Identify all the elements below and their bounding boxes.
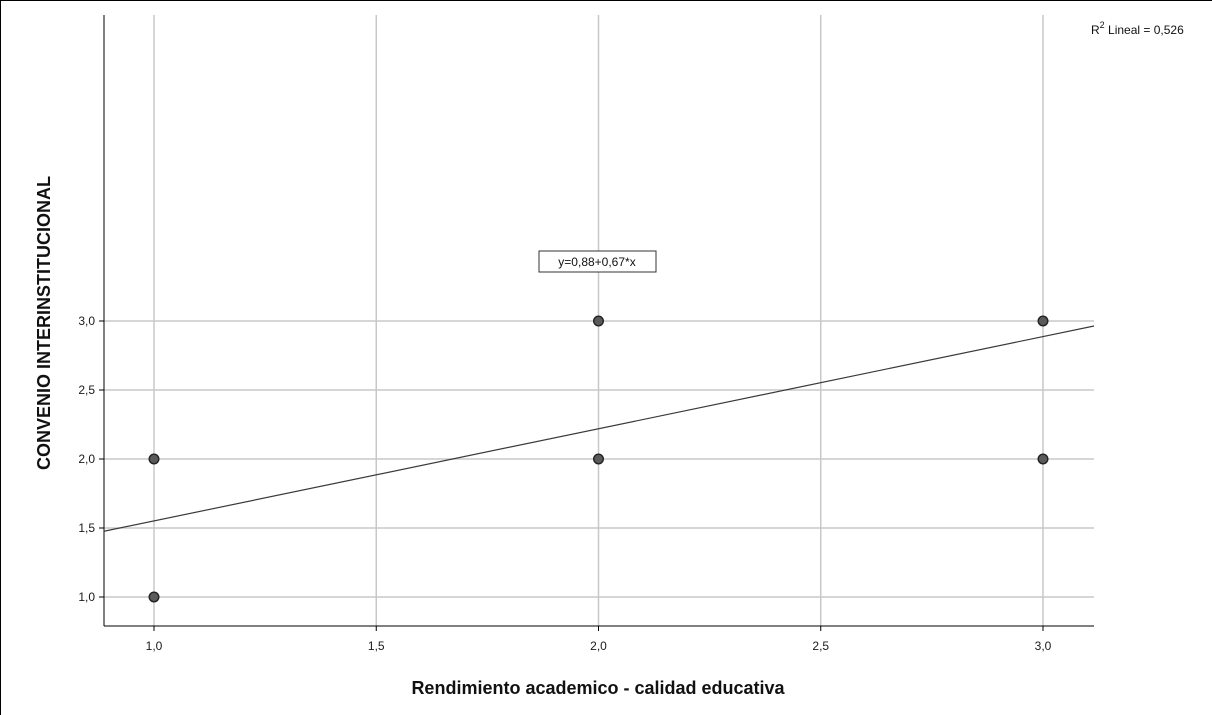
x-axis-title: Rendimiento academico - calidad educativ…	[411, 678, 785, 698]
data-point	[148, 453, 160, 465]
label-layer: 1,0 1,5 2,0 2,5 3,0 1,0 1,5 2,0 2,5 3,0	[78, 314, 1051, 653]
data-point	[1037, 453, 1049, 465]
x-tick-label: 1,5	[368, 639, 385, 653]
x-tick-label: 1,0	[146, 639, 163, 653]
y-tick-label: 1,0	[78, 590, 95, 604]
data-point	[593, 315, 605, 327]
data-point	[593, 453, 605, 465]
y-tick-label: 2,5	[78, 383, 95, 397]
r-squared-label: R2 Lineal = 0,526	[1091, 20, 1184, 37]
x-tick-label: 2,5	[812, 639, 829, 653]
equation-label-box	[538, 250, 657, 273]
axis-layer	[99, 15, 1094, 631]
y-tick-label: 1,5	[78, 521, 95, 535]
x-tick-label: 2,0	[590, 639, 607, 653]
data-point	[1037, 315, 1049, 327]
y-axis-title: CONVENIO INTERINSTITUCIONAL	[34, 176, 54, 470]
x-tick-label: 3,0	[1035, 639, 1052, 653]
y-tick-label: 2,0	[78, 452, 95, 466]
point-layer	[148, 315, 1049, 603]
data-point	[148, 591, 160, 603]
equation-label: y=0,88+0,67*x	[558, 255, 635, 269]
regression-line	[103, 325, 1095, 532]
fit-layer	[103, 325, 1095, 532]
y-tick-label: 3,0	[78, 314, 95, 328]
